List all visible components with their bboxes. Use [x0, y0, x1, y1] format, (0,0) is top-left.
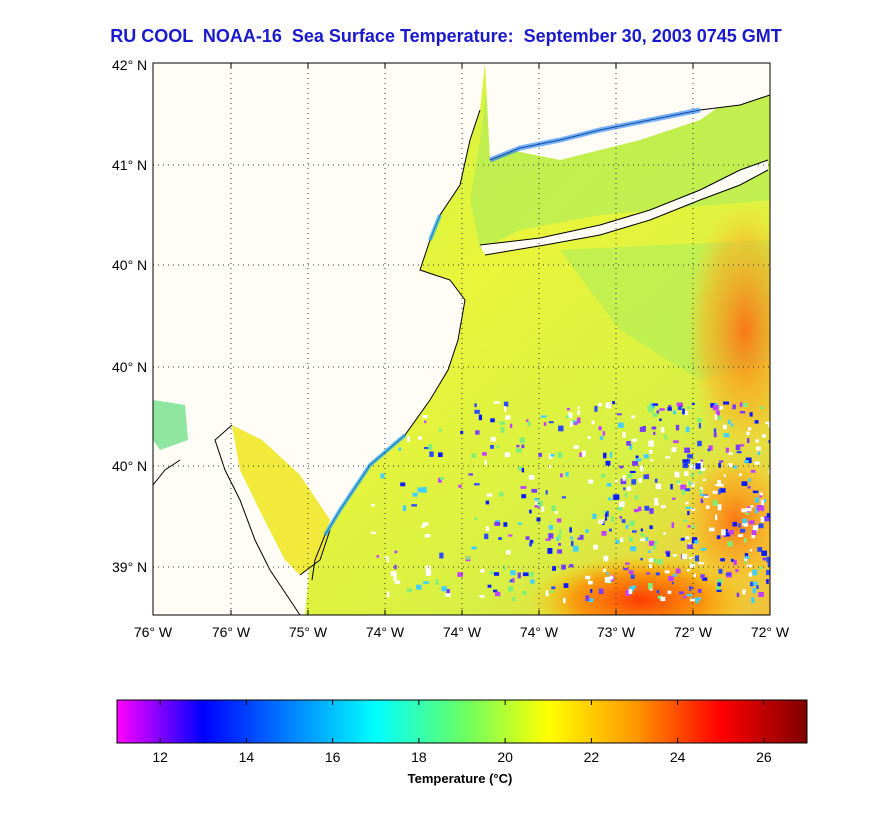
lon-label-74w-a: 74° W [366, 624, 405, 640]
lon-label-72w-b: 72° W [751, 624, 790, 640]
colorbar-tick-label: 24 [670, 749, 686, 765]
colorbar-tick-label: 14 [239, 749, 255, 765]
coastline-west [153, 459, 181, 486]
land-long-island [480, 160, 768, 255]
lat-label-40n-b: 40° N [112, 359, 147, 375]
warm-core-southeast [530, 555, 750, 615]
lat-label-40n-a: 40° N [112, 257, 147, 273]
lon-label-72w-a: 72° W [674, 624, 713, 640]
colorbar-tick-label: 16 [325, 749, 341, 765]
lon-label-76w-b: 76° W [212, 624, 251, 640]
lon-label-73w: 73° W [597, 624, 636, 640]
colorbar-tick-label: 18 [411, 749, 427, 765]
warm-eddy-east-lower [680, 450, 770, 590]
coastline-delaware [214, 424, 331, 615]
warm-eddy-east [685, 200, 770, 460]
colorbar-tick-label: 12 [152, 749, 168, 765]
longitude-labels: 76° W 76° W 75° W 74° W 74° W 74° W 73° … [134, 624, 790, 640]
land-mainland [153, 63, 485, 615]
colorbar-tick-label: 26 [756, 749, 772, 765]
colorbar-ticks: 12 14 16 18 20 22 24 26 [152, 700, 772, 765]
colorbar-title: Temperature (°C) [408, 771, 513, 786]
lon-label-75w: 75° W [289, 624, 328, 640]
coastline-long-island [479, 159, 769, 256]
map-frame [152, 62, 771, 616]
inland-water-west [153, 400, 188, 450]
chart-title: RU COOL NOAA-16 Sea Surface Temperature:… [110, 26, 782, 46]
lat-label-40n-c: 40° N [112, 458, 147, 474]
lat-label-39n: 39° N [112, 559, 147, 575]
lat-label-42n: 42° N [112, 57, 147, 73]
coastal-cold-fringe [323, 214, 442, 537]
lon-label-74w-c: 74° W [520, 624, 559, 640]
cloud-speckle-region [370, 401, 770, 604]
map-plot-area [153, 63, 770, 615]
map-gridlines [152, 63, 771, 615]
colorbar-gradient [116, 699, 808, 744]
lon-label-76w-a: 76° W [134, 624, 173, 640]
latitude-labels: 42° N 41° N 40° N 40° N 40° N 39° N [112, 57, 147, 575]
sound-cold-fringe [489, 107, 701, 163]
colorbar: 12 14 16 18 20 22 24 26 Temperature (°C) [116, 699, 808, 786]
lat-label-41n: 41° N [112, 157, 147, 173]
colorbar-tick-label: 20 [497, 749, 513, 765]
delaware-bay-water [232, 425, 330, 575]
colorbar-tick-label: 22 [584, 749, 600, 765]
lon-label-74w-b: 74° W [443, 624, 482, 640]
